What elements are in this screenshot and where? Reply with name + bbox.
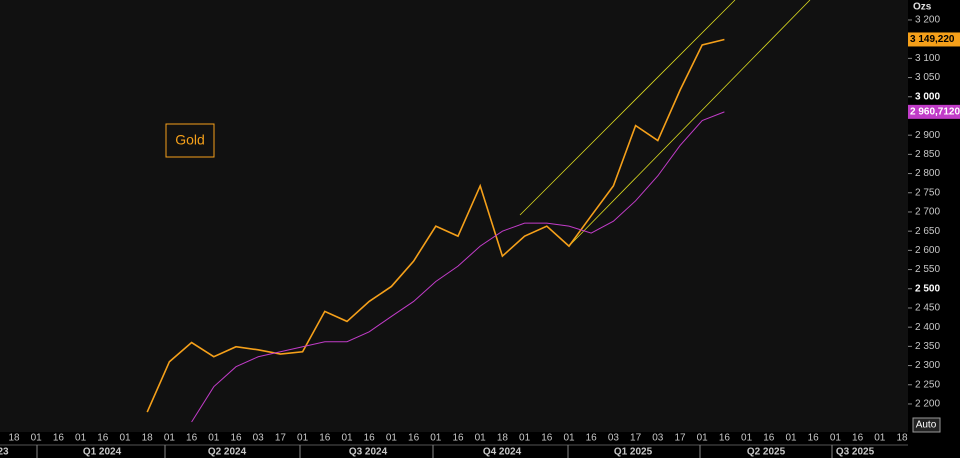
- y-tick-label: 2 600: [915, 245, 940, 256]
- x-tick-label: 16: [763, 433, 775, 444]
- y-tick-label: 2 550: [915, 264, 940, 275]
- quarter-label: Q1 2024: [83, 447, 122, 458]
- x-tick-label: 03: [608, 433, 620, 444]
- channel-lower: [569, 0, 811, 246]
- quarter-label: Q3 2024: [349, 447, 388, 458]
- x-tick-label: 01: [164, 433, 176, 444]
- x-tick-label: 01: [430, 433, 442, 444]
- chart-title: Gold: [175, 132, 205, 148]
- quarter-label: Q3 2025: [836, 447, 875, 458]
- y-tick-label: 2 850: [915, 149, 940, 160]
- last-value-label: 3 149,220: [910, 34, 955, 45]
- x-tick-label: 16: [364, 433, 376, 444]
- x-tick-label: 03: [253, 433, 265, 444]
- x-tick-label: 16: [852, 433, 864, 444]
- y-tick-label: 2 350: [915, 341, 940, 352]
- quarter-label: 23: [0, 447, 9, 458]
- quarter-label: Q1 2025: [614, 447, 653, 458]
- x-tick-label: 16: [808, 433, 820, 444]
- y-tick-label: 2 800: [915, 168, 940, 179]
- y-tick-label: 3 000: [915, 91, 940, 102]
- x-tick-label: 16: [452, 433, 464, 444]
- y-tick-label: 3 050: [915, 72, 940, 83]
- plot-area: [0, 0, 908, 432]
- y-tick-label: 2 200: [915, 399, 940, 410]
- x-tick-label: 16: [719, 433, 731, 444]
- x-tick-label: 17: [630, 433, 642, 444]
- y-tick-label: 2 500: [915, 283, 940, 294]
- price-line: [146, 38, 725, 413]
- y-tick-label: 2 900: [915, 130, 940, 141]
- x-tick-label: 18: [497, 433, 509, 444]
- y-tick-label: 2 650: [915, 226, 940, 237]
- x-tick-label: 01: [341, 433, 353, 444]
- x-tick-label: 01: [519, 433, 531, 444]
- x-tick-label: 01: [874, 433, 886, 444]
- x-tick-label: 03: [652, 433, 664, 444]
- y-tick-label: 2 300: [915, 360, 940, 371]
- x-tick-label: 16: [186, 433, 198, 444]
- x-tick-label: 01: [386, 433, 398, 444]
- x-tick-label: 01: [741, 433, 753, 444]
- x-tick-label: 18: [142, 433, 154, 444]
- x-tick-label: 16: [586, 433, 598, 444]
- auto-button-label[interactable]: Auto: [916, 420, 937, 431]
- y-axis-label: Ozs: [913, 2, 932, 13]
- quarter-label: Q2 2024: [208, 447, 247, 458]
- y-tick-label: 3 100: [915, 53, 940, 64]
- y-tick-label: 2 700: [915, 207, 940, 218]
- x-tick-label: 01: [75, 433, 87, 444]
- x-tick-label: 17: [275, 433, 287, 444]
- x-tick-label: 01: [785, 433, 797, 444]
- y-tick-label: 2 250: [915, 379, 940, 390]
- x-tick-label: 01: [119, 433, 131, 444]
- y-tick-label: 2 750: [915, 187, 940, 198]
- y-tick-label: 2 450: [915, 303, 940, 314]
- last-value-box: [908, 32, 960, 47]
- quarter-label: Q2 2025: [747, 447, 786, 458]
- y-tick-label: 2 400: [915, 322, 940, 333]
- x-tick-label: 01: [563, 433, 575, 444]
- x-tick-label: 16: [230, 433, 242, 444]
- x-tick-label: 16: [319, 433, 331, 444]
- x-tick-label: 01: [31, 433, 43, 444]
- x-tick-label: 01: [697, 433, 709, 444]
- x-tick-label: 18: [896, 433, 908, 444]
- auto-button[interactable]: [912, 417, 941, 433]
- channel-upper: [519, 0, 736, 216]
- x-tick-label: 18: [8, 433, 20, 444]
- last-value-box: [908, 104, 960, 119]
- y-tick-label: 3 200: [915, 15, 940, 26]
- x-tick-label: 01: [830, 433, 842, 444]
- x-tick-label: 16: [53, 433, 65, 444]
- x-tick-label: 01: [208, 433, 220, 444]
- x-tick-label: 16: [408, 433, 420, 444]
- x-tick-label: 01: [297, 433, 309, 444]
- price-line: [191, 111, 725, 423]
- quarter-label: Q4 2024: [483, 447, 522, 458]
- last-value-label: 2 960,7120: [910, 106, 960, 117]
- x-tick-label: 16: [97, 433, 109, 444]
- x-tick-label: 16: [541, 433, 553, 444]
- legend-box: [165, 123, 215, 158]
- x-tick-label: 17: [674, 433, 686, 444]
- x-tick-label: 01: [475, 433, 487, 444]
